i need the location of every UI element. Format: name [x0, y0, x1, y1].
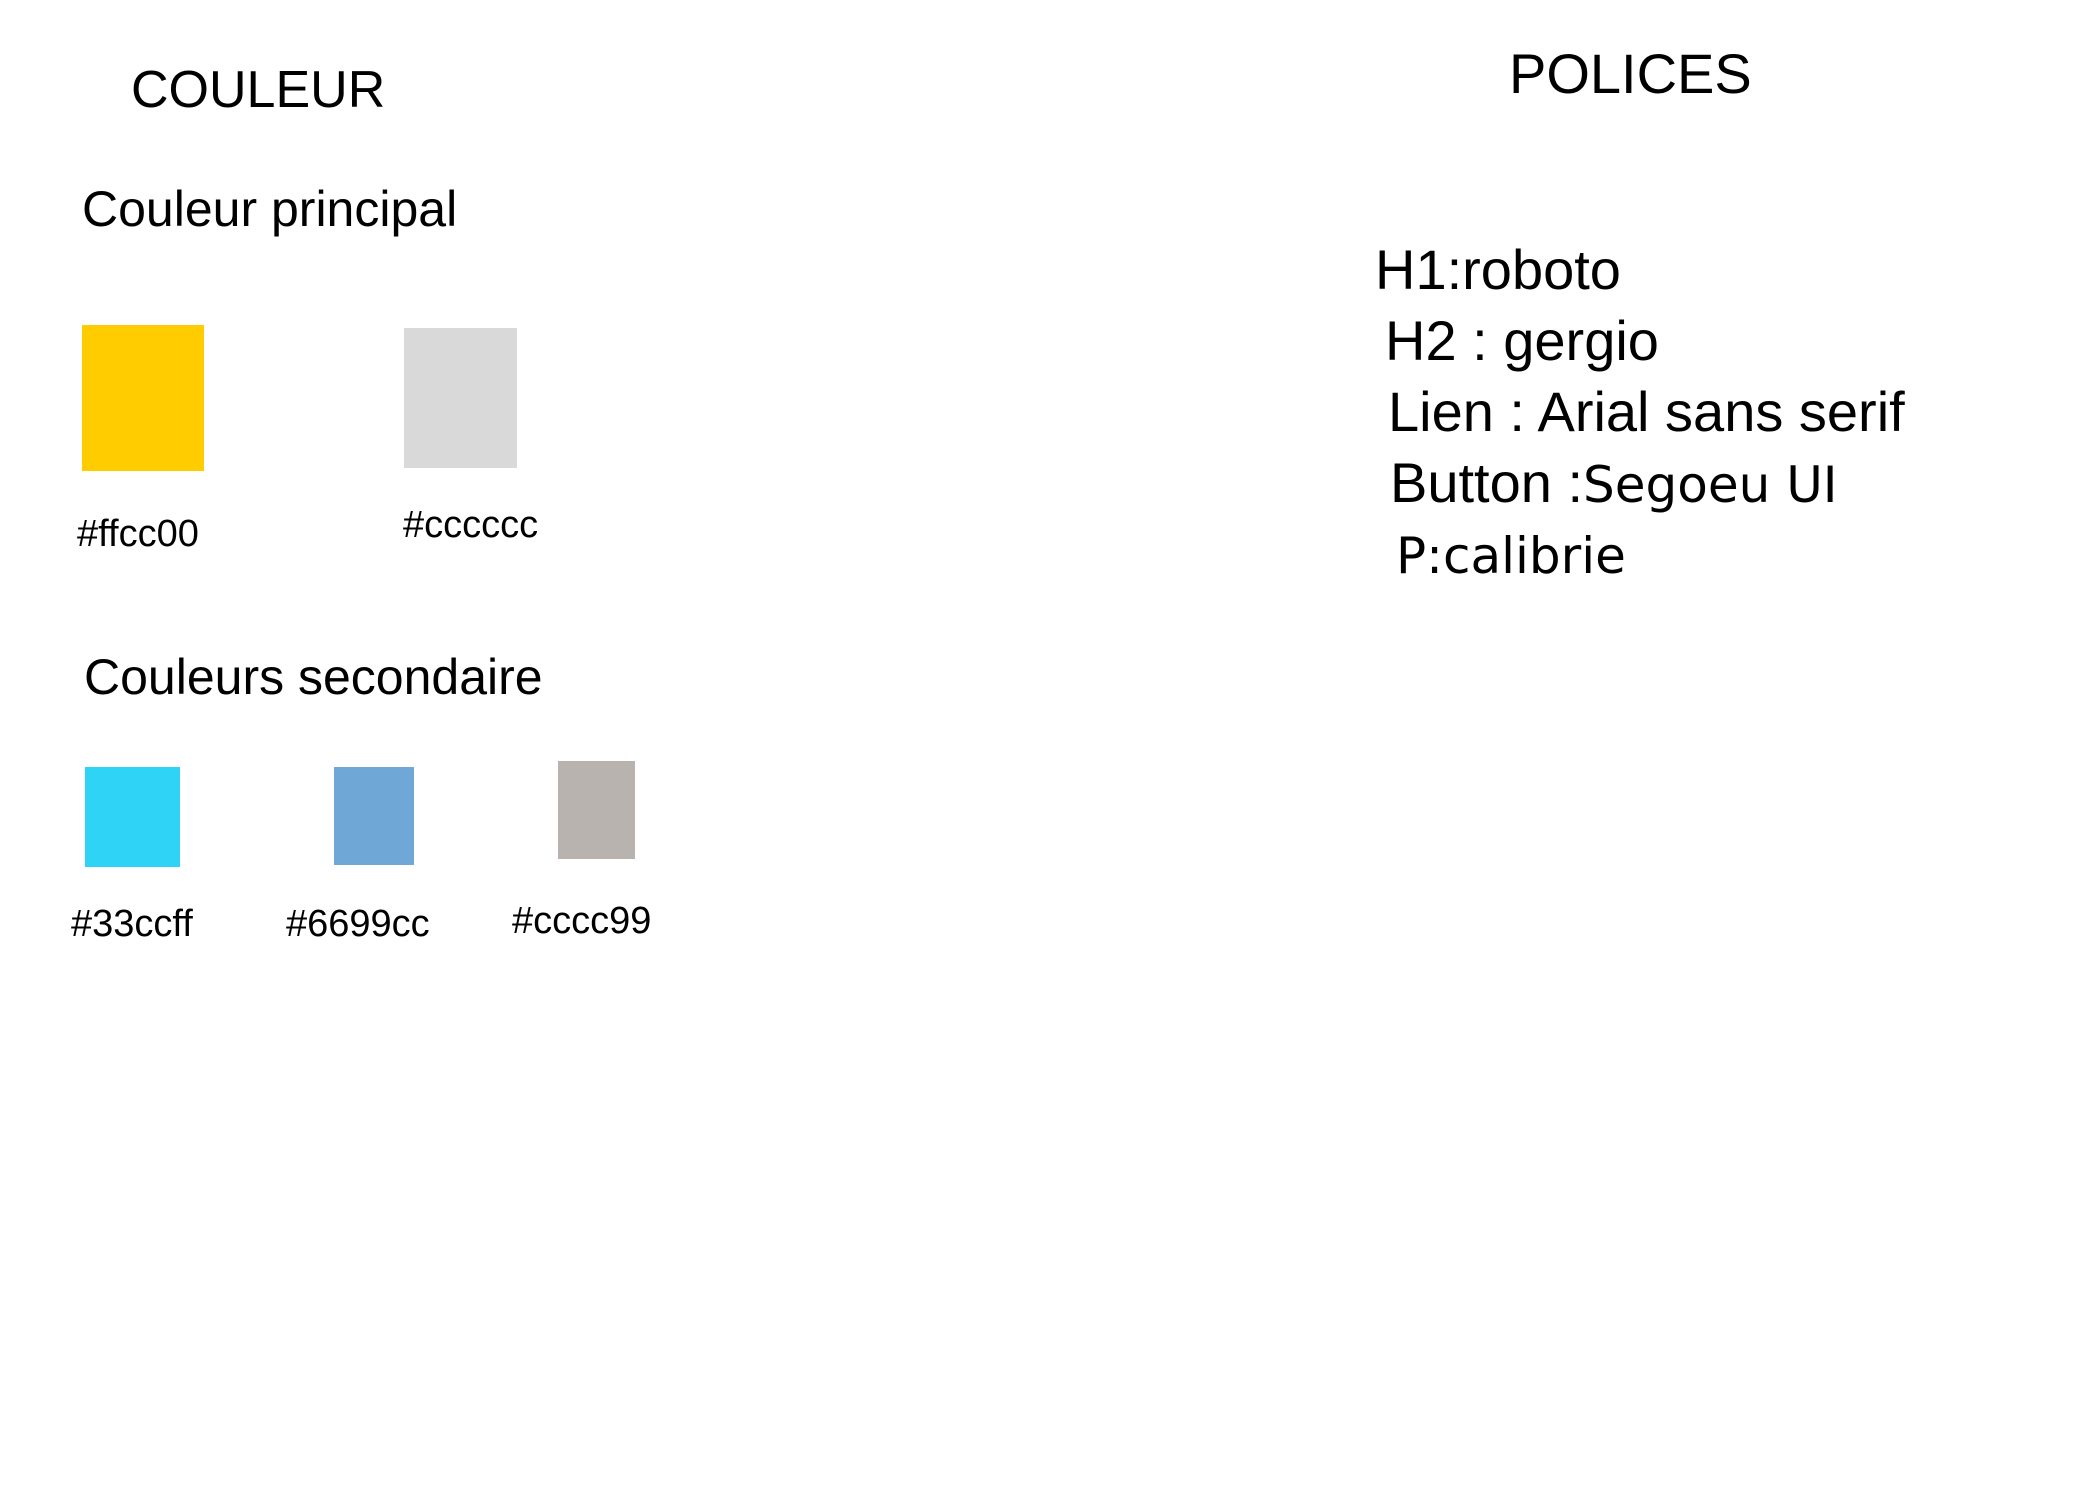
secondary-colors-title: Couleurs secondaire [84, 649, 543, 705]
color-swatch-secondary-1 [85, 767, 180, 867]
font-paragraph-line: P:calibrie [1396, 527, 1626, 585]
color-swatch-primary-1 [82, 325, 204, 471]
colors-section-title: COULEUR [131, 61, 386, 119]
font-h1-line: H1:roboto [1375, 238, 1621, 301]
color-hex-label: #cccc99 [512, 900, 652, 942]
primary-colors-title: Couleur principal [82, 181, 458, 237]
color-hex-label: #33ccff [71, 903, 193, 945]
font-button-prefix: Button : [1390, 451, 1584, 514]
fonts-section-title: POLICES [1509, 42, 1752, 105]
color-swatch-secondary-2 [334, 767, 414, 865]
font-h2-line: H2 : gergio [1385, 309, 1659, 372]
font-button-value: Segoeu UI [1583, 456, 1838, 514]
color-swatch-primary-2 [404, 328, 517, 468]
font-button-line: Button :Segoeu UI [1390, 455, 1838, 511]
color-hex-label: #6699cc [286, 903, 430, 945]
color-hex-label: #ffcc00 [77, 513, 199, 555]
color-swatch-secondary-3 [558, 761, 635, 859]
color-hex-label: #cccccc [403, 504, 539, 546]
font-link-line: Lien : Arial sans serif [1388, 380, 1905, 443]
